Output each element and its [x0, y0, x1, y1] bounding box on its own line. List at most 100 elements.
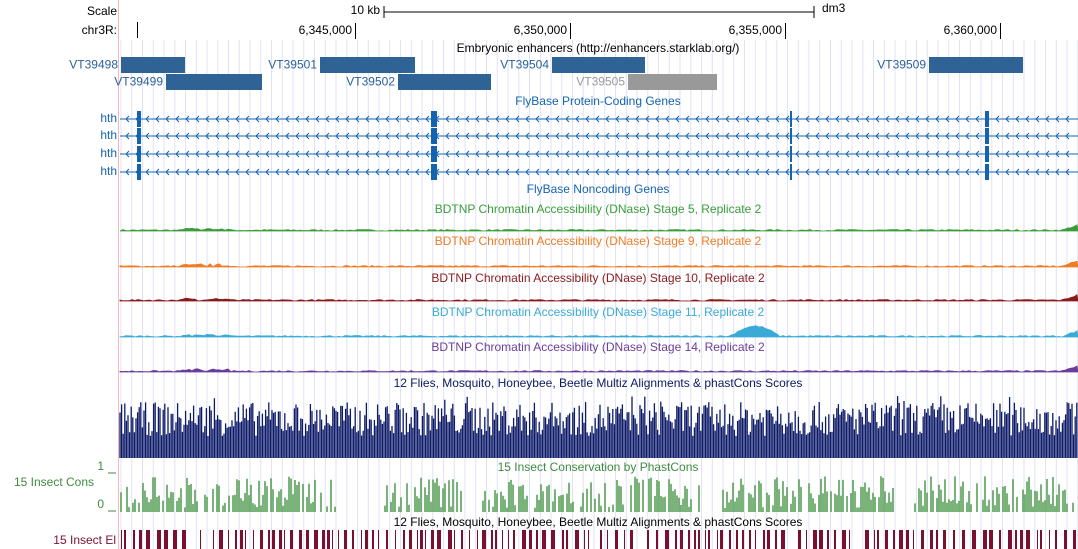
enhancer-label: VT39499 [114, 75, 163, 89]
multiz-signal [119, 396, 1078, 458]
conserved-element [268, 530, 270, 549]
conserved-element [164, 530, 168, 549]
enhancer [320, 57, 415, 73]
conserved-element [999, 530, 1001, 549]
conserved-element [913, 530, 914, 549]
gene-line [120, 132, 1078, 140]
conserved-element [624, 530, 625, 549]
enhancer-label: VT39509 [877, 58, 926, 72]
conserved-element [921, 530, 924, 549]
conserved-element [675, 530, 677, 549]
conserved-element [698, 530, 700, 549]
conserved-element [1026, 530, 1030, 549]
conserved-element [173, 530, 177, 549]
conserved-element [157, 530, 161, 549]
conserved-element [972, 530, 976, 549]
track-title: 15 Insect Conservation by PhastCons [498, 460, 699, 474]
gene-line [120, 168, 1078, 176]
scale-bar [383, 6, 815, 18]
conserved-element [338, 530, 339, 549]
conserved-element [240, 530, 243, 549]
exon [431, 146, 437, 162]
track-title: BDTNP Chromatin Accessibility (DNase) St… [431, 271, 765, 285]
conserved-element [849, 530, 850, 549]
conserved-element [630, 530, 633, 549]
track-title: FlyBase Noncoding Genes [527, 182, 670, 196]
axis-ticks [108, 472, 116, 512]
conserved-element [1073, 530, 1076, 549]
conserved-element [551, 530, 555, 549]
conserved-element [219, 530, 223, 549]
conserved-element [943, 530, 946, 549]
track-title: BDTNP Chromatin Accessibility (DNase) St… [432, 305, 765, 319]
conserved-element [508, 530, 509, 549]
conserved-element [352, 530, 354, 549]
conserved-element [736, 530, 738, 549]
conserved-element [386, 530, 388, 549]
exon [431, 128, 437, 144]
conserved-element [607, 530, 608, 549]
conserved-element [542, 530, 546, 549]
conserved-element [562, 530, 564, 549]
conserved-element [656, 530, 658, 549]
conserved-element [228, 530, 229, 549]
scale-label: Scale [87, 4, 117, 18]
conserved-element [827, 530, 829, 549]
enhancer-label: VT39501 [268, 58, 317, 72]
conserved-element [420, 530, 423, 549]
conserved-element [763, 530, 765, 549]
conserved-element [566, 530, 568, 549]
conserved-element [899, 530, 903, 549]
conserved-element [874, 530, 875, 549]
track-title: 12 Flies, Mosquito, Honeybee, Beetle Mul… [394, 376, 803, 390]
conserved-element [454, 530, 455, 549]
enhancer-label: VT39504 [500, 58, 549, 72]
conserved-element [865, 530, 869, 549]
conserved-element [680, 530, 683, 549]
conserved-element [372, 530, 374, 549]
conserved-element [522, 530, 526, 549]
conserved-element [425, 530, 426, 549]
conserved-element [665, 530, 669, 549]
conserved-element [694, 530, 696, 549]
conserved-element [365, 530, 368, 549]
exon [985, 164, 989, 180]
conserved-element [775, 530, 777, 549]
exon [985, 128, 989, 144]
conserved-element [729, 530, 731, 549]
conserved-element [529, 530, 532, 549]
conserved-element [819, 530, 823, 549]
enhancer [398, 74, 491, 90]
track-label: 15 Insect El [53, 533, 116, 547]
track-title: BDTNP Chromatin Accessibility (DNase) St… [435, 234, 762, 248]
conserved-element [124, 530, 126, 549]
enhancer [552, 57, 645, 73]
signal [119, 224, 1078, 232]
gene-label: hth [100, 164, 117, 178]
conserved-element [953, 530, 955, 549]
exon [137, 164, 141, 180]
conserved-element [813, 530, 817, 549]
scale-bar-label: 10 kb [351, 3, 381, 17]
exon [790, 146, 792, 162]
conserved-element [272, 530, 275, 549]
conserved-element [798, 530, 801, 549]
conserved-element [705, 530, 706, 549]
conserved-element [742, 530, 744, 549]
signal [119, 260, 1078, 268]
conserved-element [600, 530, 602, 549]
assembly-label: dm3 [822, 1, 846, 15]
conserved-element [688, 530, 690, 549]
conserved-element [182, 530, 186, 549]
track-label: 15 Insect Cons [14, 475, 94, 489]
conserved-element [1015, 530, 1017, 549]
conserved-element [647, 530, 649, 549]
conserved-element [437, 530, 441, 549]
conserved-element [344, 530, 347, 549]
conserved-element [755, 530, 756, 549]
conserved-element [983, 530, 987, 549]
conserved-element [213, 530, 214, 549]
grid-lines [120, 40, 1078, 549]
conserved-element [834, 530, 836, 549]
